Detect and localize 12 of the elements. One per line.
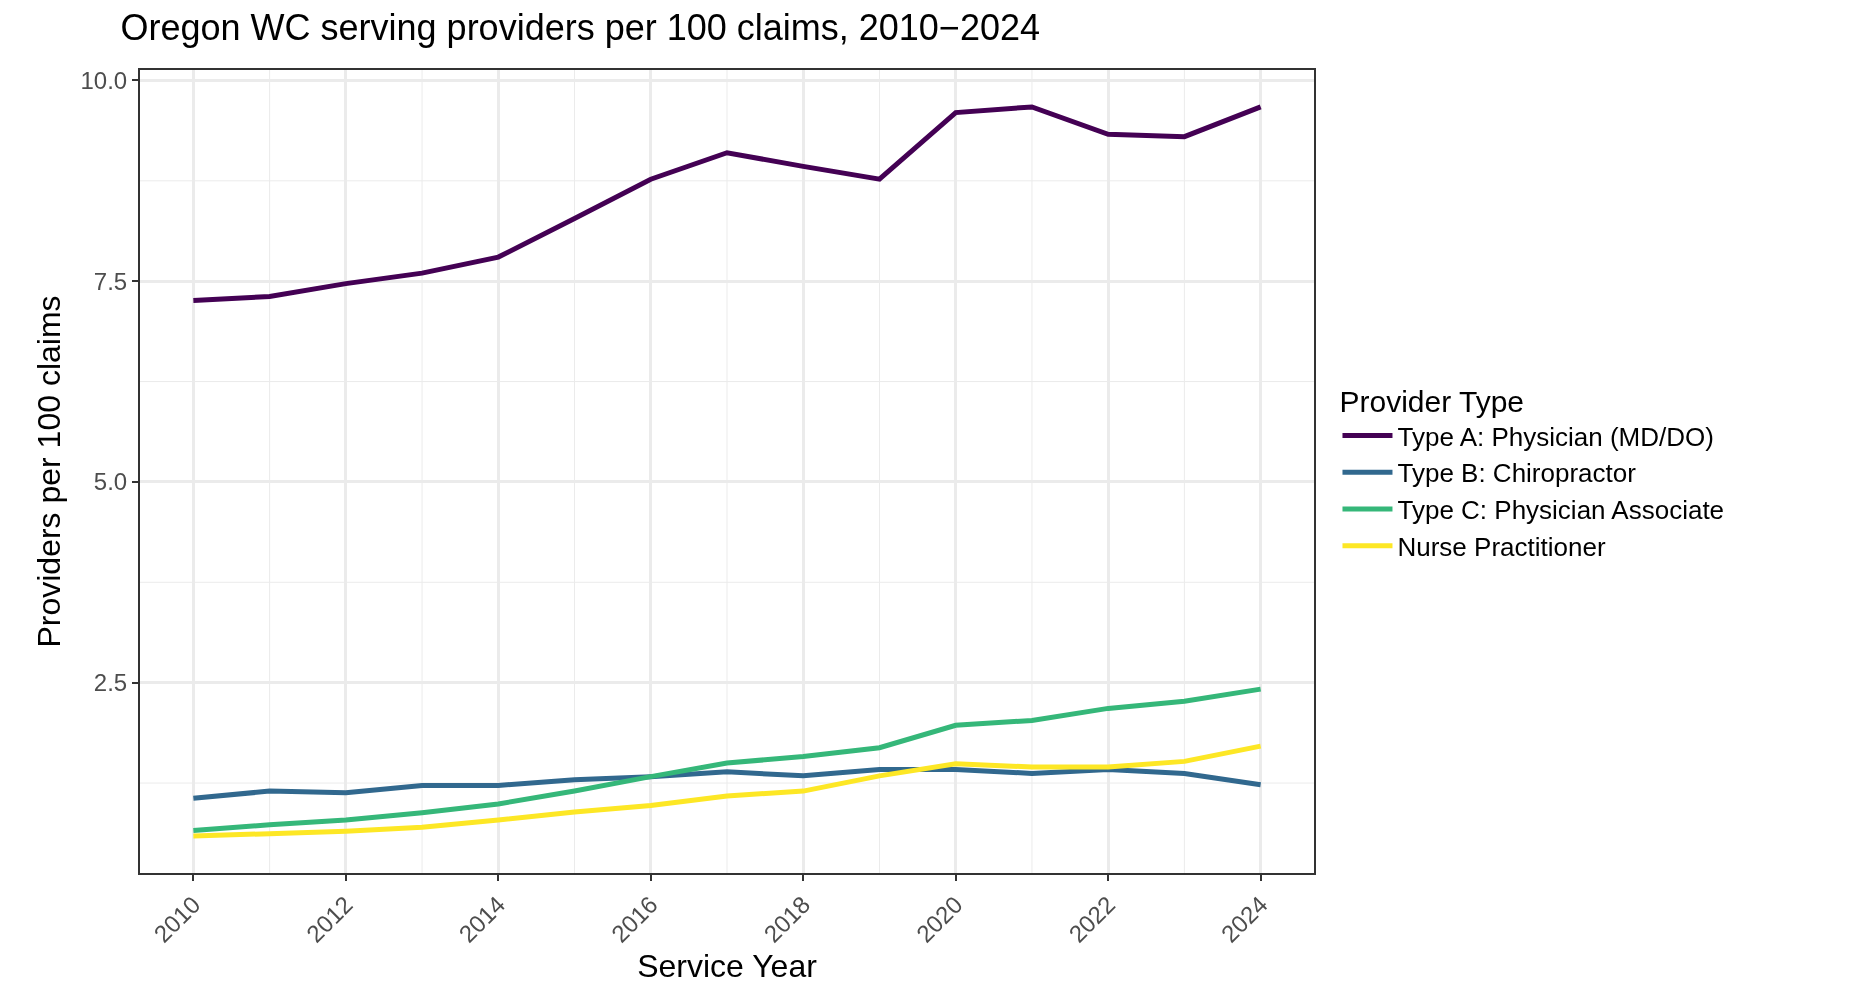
legend-label: Type A: Physician (MD/DO)	[1397, 421, 1714, 452]
legend-label: Nurse Practitioner	[1397, 531, 1606, 562]
y-axis-title: Providers per 100 claims	[31, 295, 68, 648]
legend-label: Type B: Chiropractor	[1397, 458, 1637, 489]
y-tick-label: 2.5	[93, 669, 128, 697]
legend-label: Type C: Physician Associate	[1397, 495, 1725, 526]
chart-title: Oregon WC serving providers per 100 claims, 2010−2024	[120, 7, 1040, 49]
y-tick-label: 7.5	[93, 267, 128, 295]
y-tick-label: 5.0	[93, 468, 128, 496]
x-axis-title: Service Year	[637, 947, 818, 984]
legend-title: Provider Type	[1339, 385, 1525, 418]
y-tick-label: 10.0	[80, 66, 128, 94]
